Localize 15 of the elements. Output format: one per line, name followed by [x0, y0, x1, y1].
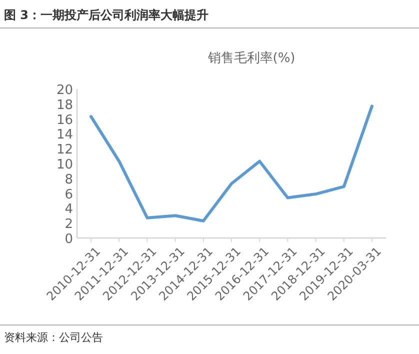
y-tick-label: 16 — [56, 112, 73, 128]
y-tick-label: 4 — [64, 202, 73, 218]
y-tick-label: 2 — [64, 217, 73, 232]
text: 资料来源：公司公告 — [4, 331, 103, 344]
y-tick-label: 8 — [64, 172, 73, 188]
y-tick-label: 0 — [64, 232, 73, 247]
line-series — [90, 104, 374, 222]
chart-subtitle: 销售毛利率(%) — [206, 50, 296, 66]
y-tick-label: 18 — [56, 98, 73, 113]
y-tick-label: 20 — [56, 83, 73, 98]
y-tick-label: 12 — [56, 142, 73, 158]
y-tick-label: 6 — [64, 187, 73, 202]
y-tick-label: 14 — [56, 128, 73, 143]
y-tick-label: 10 — [56, 158, 73, 172]
chart-title: 图 3：一期投产后公司利润率大幅提升 — [4, 8, 209, 22]
